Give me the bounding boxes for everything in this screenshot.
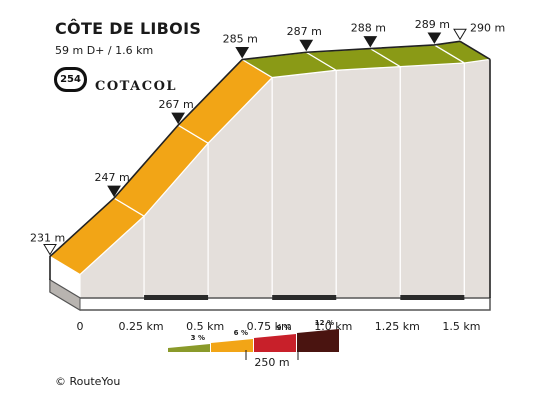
cotacol-number: 254: [57, 70, 84, 89]
profile-face-panel: [335, 65, 401, 299]
legend-label: 12 %: [315, 319, 334, 327]
elevation-marker-icon: [427, 32, 442, 44]
elevation-marker-icon: [235, 47, 250, 59]
profile-km-block: [144, 295, 209, 300]
legend-swatch: [254, 334, 296, 352]
legend-label: 3 %: [191, 334, 205, 342]
elevation-marker-icon: [43, 243, 57, 256]
x-tick-label: 1.25 km: [375, 320, 420, 333]
elevation-markers: 231 m 247 m 267 m 285 m 287 m 288 m 289 m 290 m: [30, 18, 505, 256]
legend-swatch: [168, 344, 210, 352]
profile-base-side: [49, 279, 81, 311]
x-tick-label: 0: [77, 320, 84, 333]
cotacol-badge: 254: [54, 67, 87, 92]
elevation-marker-icon: [299, 39, 314, 52]
profile-km-block: [400, 295, 465, 300]
gradient-legend: 3 % 6 % 9 % 12 % 250 m: [168, 319, 339, 369]
legend-swatch: [211, 339, 253, 352]
routeyou-credit: © RouteYou: [55, 375, 121, 388]
elevation-label: 231 m: [30, 231, 65, 244]
elevation-label: 267 m: [159, 98, 194, 111]
cotacol-brand: COTACOL: [95, 79, 178, 94]
profile-faces: [79, 58, 491, 299]
x-tick-label: 0.5 km: [186, 320, 224, 333]
elevation-marker-icon: [453, 28, 467, 41]
profile-slope-surface: [48, 40, 492, 298]
route-stats: 59 m D+ / 1.6 km: [55, 44, 154, 57]
profile-face-panel: [399, 62, 465, 299]
x-tick-label: 1.0 km: [314, 320, 352, 333]
elevation-label: 287 m: [287, 25, 322, 38]
elevation-marker-icon: [171, 112, 186, 125]
x-tick-label: 0.75 km: [247, 320, 292, 333]
elevation-label: 285 m: [223, 33, 258, 46]
elevation-label: 288 m: [351, 22, 386, 35]
profile-top-right-edge: [459, 40, 491, 60]
profile-km-block: [272, 295, 337, 300]
elevation-label: 289 m: [415, 18, 450, 31]
elevation-label: 247 m: [94, 171, 129, 184]
route-title: CÔTE DE LIBOIS: [55, 19, 202, 38]
elevation-marker-icon: [107, 185, 121, 198]
x-tick-label: 0.25 km: [119, 320, 164, 333]
scale-label: 250 m: [254, 356, 289, 369]
legend-label: 9 %: [277, 324, 291, 332]
elevation-label: 290 m: [470, 21, 505, 34]
profile-base: [49, 278, 491, 311]
elevation-marker-icon: [363, 36, 378, 48]
legend-swatch: [297, 329, 339, 352]
x-tick-label: 1.5 km: [442, 320, 480, 333]
legend-label: 6 %: [234, 329, 248, 337]
profile-back-outline: [49, 40, 461, 280]
profile-face-panel: [463, 58, 491, 299]
profile-face-panel: [271, 69, 337, 299]
x-axis-ticks: 0 0.25 km 0.5 km 0.75 km 1.0 km 1.25 km 1.5 km: [77, 320, 481, 333]
